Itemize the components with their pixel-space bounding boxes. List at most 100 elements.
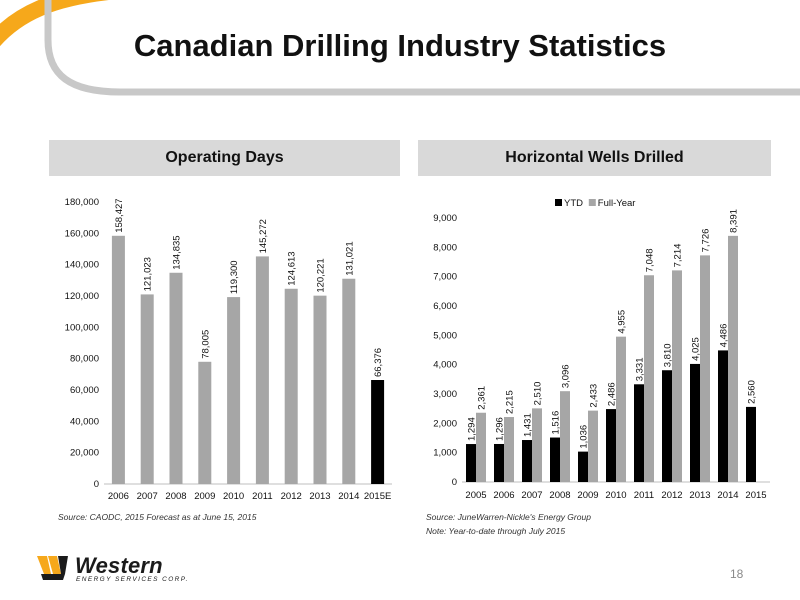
bar-full-year — [616, 336, 626, 482]
bar-full-year — [700, 255, 710, 482]
y-tick-label: 60,000 — [70, 385, 99, 396]
data-label: 1,516 — [551, 411, 562, 435]
data-label: 8,391 — [729, 209, 740, 233]
western-logo-icon — [37, 556, 68, 580]
data-label: 134,835 — [172, 235, 183, 269]
horizontal-wells-heading: Horizontal Wells Drilled — [418, 140, 771, 176]
data-label: 7,214 — [673, 244, 684, 268]
y-tick-label: 120,000 — [65, 291, 99, 302]
x-tick-label: 2014 — [338, 491, 359, 502]
data-label: 7,726 — [701, 229, 712, 253]
data-label: 131,021 — [344, 241, 355, 275]
data-label: 2,215 — [505, 390, 516, 414]
x-tick-label: 2011 — [252, 491, 272, 502]
x-tick-label: 2006 — [493, 490, 514, 501]
y-tick-label: 7,000 — [433, 272, 457, 283]
bar-ytd — [690, 363, 700, 482]
bar-full-year — [728, 235, 738, 482]
y-tick-label: 8,000 — [433, 242, 457, 253]
bar-ytd — [662, 370, 672, 482]
bar-ytd — [634, 384, 644, 482]
x-tick-label: 2015 — [745, 490, 766, 501]
y-tick-label: 5,000 — [433, 330, 457, 341]
legend-label: Full-Year — [598, 198, 636, 209]
x-tick-label: 2007 — [137, 491, 158, 502]
bar-full-year — [560, 391, 570, 482]
y-tick-label: 140,000 — [65, 260, 99, 271]
legend-label: YTD — [564, 198, 583, 209]
operating-days-heading: Operating Days — [49, 140, 400, 176]
horizontal-wells-note: Note: Year-to-date through July 2015 — [426, 526, 566, 536]
x-tick-label: 2013 — [689, 490, 710, 501]
bar-full-year — [532, 408, 542, 482]
bar — [227, 297, 241, 484]
x-tick-label: 2010 — [605, 490, 626, 501]
data-label: 3,331 — [635, 358, 646, 382]
y-tick-label: 0 — [452, 477, 457, 488]
bar — [111, 235, 125, 484]
data-label: 124,613 — [287, 251, 298, 285]
data-label: 2,486 — [607, 382, 618, 406]
data-label: 2,361 — [477, 386, 488, 410]
page-number: 18 — [730, 567, 744, 581]
x-tick-label: 2005 — [465, 490, 486, 501]
bar-full-year — [672, 270, 682, 482]
slide-header-frame — [0, 0, 800, 96]
y-tick-label: 4,000 — [433, 360, 457, 371]
bar-ytd — [522, 440, 532, 482]
data-label: 2,510 — [533, 382, 544, 406]
y-tick-label: 0 — [94, 479, 99, 490]
data-label: 145,272 — [258, 219, 269, 253]
bar — [313, 295, 327, 484]
data-label: 78,005 — [200, 330, 211, 359]
y-tick-label: 160,000 — [65, 228, 99, 239]
y-tick-label: 20,000 — [70, 448, 99, 459]
operating-days-chart: 0 20,000 40,000 60,000 80,000 100,000 120,000 1… — [65, 197, 392, 502]
logo-wordmark: Western — [75, 553, 163, 578]
y-tick-label: 3,000 — [433, 389, 457, 400]
data-label: 2,433 — [589, 384, 600, 408]
data-label: 1,294 — [467, 417, 478, 441]
horizontal-wells-source: Source: JuneWarren-Nickle's Energy Group — [426, 512, 591, 522]
accent-arc — [0, 0, 109, 47]
y-tick-label: 9,000 — [433, 213, 457, 224]
y-tick-label: 2,000 — [433, 418, 457, 429]
bar-ytd — [550, 437, 560, 482]
page-title: Canadian Drilling Industry Statistics — [133, 28, 667, 63]
bar-ytd — [494, 443, 504, 482]
bar-ytd — [466, 444, 476, 482]
bar — [140, 294, 154, 484]
data-label: 7,048 — [645, 248, 656, 272]
data-label: 4,025 — [691, 337, 702, 361]
y-tick-label: 40,000 — [70, 416, 99, 427]
bar — [371, 380, 385, 484]
x-tick-label: 2006 — [108, 491, 129, 502]
data-label: 2,560 — [747, 380, 758, 404]
x-tick-label: 2009 — [194, 491, 215, 502]
data-label: 1,296 — [495, 417, 506, 441]
x-tick-label: 2009 — [577, 490, 598, 501]
data-label: 121,023 — [143, 257, 154, 291]
bar-full-year — [644, 275, 654, 482]
x-tick-label: 2013 — [309, 491, 330, 502]
y-tick-label: 180,000 — [65, 197, 99, 208]
bar — [284, 288, 298, 484]
data-label: 120,221 — [316, 258, 327, 292]
x-tick-label: 2007 — [521, 490, 542, 501]
bar-full-year — [504, 417, 514, 482]
data-label: 4,955 — [617, 310, 628, 334]
data-label: 1,036 — [579, 425, 590, 449]
data-label: 4,486 — [719, 324, 730, 348]
bar-ytd — [606, 409, 616, 482]
bar — [169, 272, 183, 484]
x-tick-label: 2011 — [634, 490, 654, 501]
y-tick-label: 100,000 — [65, 322, 99, 333]
horizontal-wells-chart: 0 1,000 2,000 3,000 4,000 5,000 6,000 7,000 8,00… — [433, 198, 770, 501]
frame-line — [44, 0, 800, 96]
operating-days-source: Source: CAODC, 2015 Forecast as at June … — [58, 512, 257, 522]
data-label: 3,810 — [663, 343, 674, 367]
legend-swatch — [588, 199, 596, 206]
logo-tagline: ENERGY SERVICES CORP. — [76, 576, 189, 583]
y-tick-label: 6,000 — [433, 301, 457, 312]
bar-full-year — [588, 410, 598, 482]
